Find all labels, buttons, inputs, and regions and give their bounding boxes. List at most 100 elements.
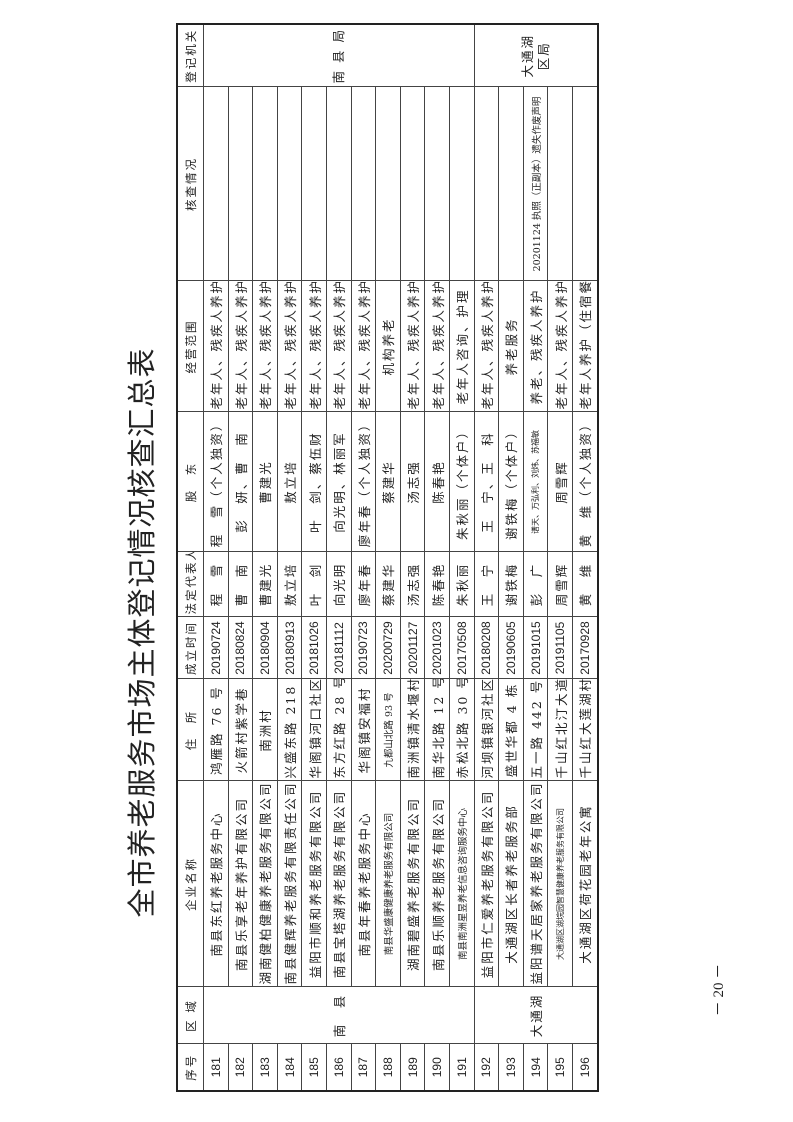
legal-rep-cell: 周雪辉 (547, 552, 573, 617)
established-date-cell: 20190724 (203, 617, 229, 679)
shareholders-cell: 朱秋丽（个体户） (449, 412, 475, 552)
business-scope-cell: 养老服务 (498, 281, 524, 412)
registration-check-table: 序号 区 域 企业名称 住 所 成立时间 法定代表人 股 东 经营范围 核查情况… (176, 23, 599, 1092)
legal-rep-cell: 曹 南 (228, 552, 253, 617)
table-row: 184 南县健辉养老服务有限责任公司 兴盛东路 218 号 20180913 敖立培 敖立… (277, 24, 302, 1091)
company-name-cell: 湖南碧盛养老服务有限公司 (400, 781, 425, 987)
shareholders-cell: 向光明、林丽军 (326, 412, 352, 552)
business-scope-cell: 老年人、残疾人养护 (326, 281, 352, 412)
company-name-cell: 益阳谱天居家养老服务有限公司 (523, 781, 548, 987)
header-holders: 股 东 (177, 412, 204, 552)
check-status-cell (301, 87, 327, 281)
established-date-cell: 20201127 (400, 617, 425, 679)
established-date-cell: 20170508 (449, 617, 475, 679)
row-number-cell: 196 (572, 1044, 598, 1091)
business-scope-cell: 老年人、残疾人养护 (400, 281, 425, 412)
registration-authority-cell: 大通湖区局 (474, 24, 598, 87)
header-scope: 经营范围 (177, 281, 204, 412)
established-date-cell: 20181112 (326, 617, 352, 679)
legal-rep-cell: 谢铁梅 (498, 552, 524, 617)
check-status-cell (547, 87, 573, 281)
table-row: 191 南县南洲星昱养老信息咨询服务中心 赤松北路 30 号 20170508 朱秋丽朱… (449, 24, 475, 1091)
business-scope-cell: 老年人、残疾人养护 (547, 281, 573, 412)
check-status-cell (449, 87, 475, 281)
established-date-cell: 20190723 (351, 617, 376, 679)
table-row: 195 大通湖区湖垸园智慧健康养老服务有限公司 千山红北汀大道 20191105 周雪辉… (547, 24, 573, 1091)
header-address: 住 所 (177, 679, 204, 781)
business-scope-cell: 老年人、残疾人养护 (474, 281, 499, 412)
check-status-cell (252, 87, 278, 281)
row-number-cell: 192 (474, 1044, 499, 1091)
company-name-cell: 大通湖区长者养老服务部 (498, 781, 524, 987)
document-title: 全市养老服务市场主体登记情况核查汇总表 (125, 347, 159, 918)
check-status-cell (572, 87, 598, 281)
header-area: 区 域 (177, 987, 204, 1044)
legal-rep-cell: 黄 维 (572, 552, 598, 617)
header-name: 企业名称 (177, 781, 204, 987)
company-name-cell: 南县宝塔湖养老服务有限公司 (326, 781, 352, 987)
company-name-cell: 南县乐享老年养护有限公司 (228, 781, 253, 987)
established-date-cell: 20191015 (523, 617, 548, 679)
legal-rep-cell: 廖年春 (351, 552, 376, 617)
shareholders-cell: 黄 维（个人独资） (572, 412, 598, 552)
row-number-cell: 195 (547, 1044, 573, 1091)
shareholders-cell: 谱天、万弘利、刘炜、苏福敏 (523, 412, 548, 552)
table-row: 181 南 县南县东红养老服务中心 鸿雁路 76 号 20190724 程 雪程 雪（个… (203, 24, 475, 1091)
header-date: 成立时间 (177, 617, 204, 679)
address-cell: 九都山北路 93 号 (375, 679, 401, 781)
address-cell: 南华北路 12 号 (424, 679, 450, 781)
row-number-cell: 187 (351, 1044, 376, 1091)
address-cell: 东方红路 28 号 (326, 679, 352, 781)
table-row: 189 湖南碧盛养老服务有限公司 南洲镇清水堰村 20201127 汤志强 汤志强 老年人、… (400, 24, 425, 1091)
business-scope-cell: 老年人、残疾人养护 (203, 281, 229, 412)
business-scope-cell: 老年人、残疾人养护 (351, 281, 376, 412)
company-name-cell: 南县乐顺养老服务有限公司 (424, 781, 450, 987)
check-status-cell (326, 87, 352, 281)
row-number-cell: 191 (449, 1044, 475, 1091)
legal-rep-cell: 蔡建华 (375, 552, 401, 617)
company-name-cell: 南县年春养老服务中心 (351, 781, 376, 987)
table-row: 193 大通湖区长者养老服务部 盛世华都 4 栋 20190605 谢铁梅 谢铁梅（个体户… (498, 24, 524, 1091)
established-date-cell: 20191105 (547, 617, 573, 679)
address-cell: 河坝镇银河社区 (474, 679, 499, 781)
address-cell: 南洲镇清水堰村 (400, 679, 425, 781)
check-status-cell (424, 87, 450, 281)
table-row: 185 益阳市顺和养老服务有限公司 华阁镇河口社区 20181026 叶 剑叶 剑、蔡伍… (301, 24, 327, 1091)
established-date-cell: 20181026 (301, 617, 327, 679)
shareholders-cell: 彭 妍、曹 南 (228, 412, 253, 552)
row-number-cell: 189 (400, 1044, 425, 1091)
shareholders-cell: 程 雪（个人独资） (203, 412, 229, 552)
shareholders-cell: 汤志强 (400, 412, 425, 552)
company-name-cell: 南县南洲星昱养老信息咨询服务中心 (449, 781, 475, 987)
summary-table-wrapper: 序号 区 域 企业名称 住 所 成立时间 法定代表人 股 东 经营范围 核查情况… (176, 23, 599, 1092)
established-date-cell: 20190605 (498, 617, 524, 679)
table-row: 190 南县乐顺养老服务有限公司 南华北路 12 号 20201023 陈春艳 陈春艳 老年… (424, 24, 450, 1091)
company-name-cell: 南县华盛康健康养老服务有限公司 (375, 781, 401, 987)
check-status-cell (400, 87, 425, 281)
company-name-cell: 南县东红养老服务中心 (203, 781, 229, 987)
established-date-cell: 20180208 (474, 617, 499, 679)
business-scope-cell: 老年人、残疾人养护 (424, 281, 450, 412)
row-number-cell: 186 (326, 1044, 352, 1091)
row-number-cell: 188 (375, 1044, 401, 1091)
legal-rep-cell: 汤志强 (400, 552, 425, 617)
table-row: 187 南县年春养老服务中心 华阁镇安福村 20190723 廖年春 廖年春（个人独资）老… (351, 24, 376, 1091)
row-number-cell: 183 (252, 1044, 278, 1091)
legal-rep-cell: 陈春艳 (424, 552, 450, 617)
header-rep: 法定代表人 (177, 552, 204, 617)
check-status-cell: 20201124 执照（正副本）遗失作废声明 (523, 87, 548, 281)
table-row: 182 南县乐享老年养护有限公司 火箭村紫学巷 20180824 曹 南彭 妍、曹 南老… (228, 24, 253, 1091)
company-name-cell: 益阳市顺和养老服务有限公司 (301, 781, 327, 987)
address-cell: 盛世华都 4 栋 (498, 679, 524, 781)
check-status-cell (351, 87, 376, 281)
shareholders-cell: 廖年春（个人独资） (351, 412, 376, 552)
legal-rep-cell: 彭 广 (523, 552, 548, 617)
business-scope-cell: 老年人、残疾人养护 (277, 281, 302, 412)
registration-authority-cell: 南 县 局 (203, 24, 475, 87)
established-date-cell: 20201023 (424, 617, 450, 679)
page-number: － 20 － (711, 963, 727, 1017)
established-date-cell: 20180824 (228, 617, 253, 679)
table-row: 192 大通湖 益阳市仁爱养老服务有限公司 河坝镇银河社区 20180208 王 宁王 宁… (474, 24, 598, 1091)
address-cell: 华阁镇河口社区 (301, 679, 327, 781)
row-number-cell: 181 (203, 1044, 229, 1091)
